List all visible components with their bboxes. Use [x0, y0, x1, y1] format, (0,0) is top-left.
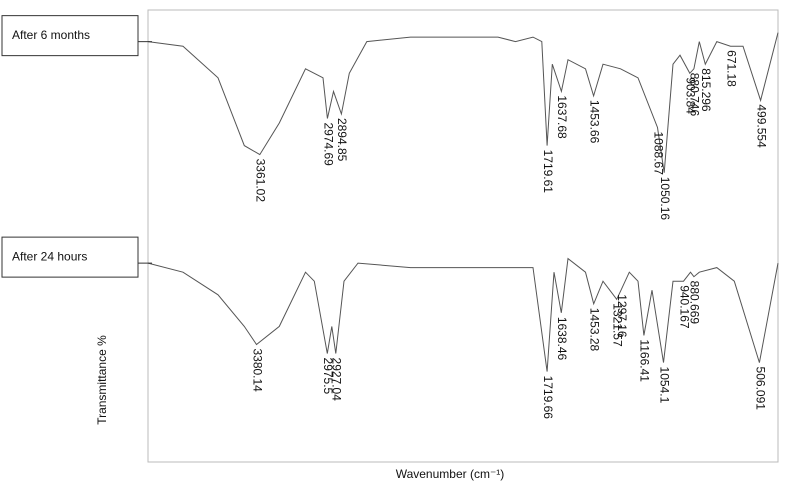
- spectrum-line: [147, 257, 779, 372]
- peak-label: 1453.28: [588, 308, 602, 352]
- peak-label: 1166.41: [638, 339, 652, 382]
- peak-label: 3361.02: [254, 159, 268, 203]
- spectrum-line: [147, 32, 779, 173]
- peak-label: 2974.69: [321, 122, 335, 166]
- peak-label: 1719.61: [541, 150, 555, 194]
- peak-label: 1050.16: [658, 177, 672, 221]
- peak-label: 880.669: [688, 281, 702, 325]
- peak-label: 1054.1: [657, 367, 671, 404]
- peak-label: 499.554: [754, 104, 768, 148]
- peak-label: 3380.14: [250, 348, 264, 392]
- legend-box: [1, 15, 139, 57]
- peak-label: 815.296: [699, 68, 713, 112]
- peak-label: 506.091: [753, 367, 767, 411]
- peak-label: 1638.46: [555, 317, 569, 361]
- peak-label: 1088.67: [651, 132, 665, 176]
- peak-label: 671.18: [724, 50, 738, 87]
- peak-label: 1719.66: [541, 376, 555, 420]
- y-axis-label: Transmittance %: [95, 335, 109, 425]
- peak-label: 1297.16: [615, 294, 629, 338]
- peak-label: 940.167: [677, 285, 691, 329]
- peak-label: 1321.57: [611, 303, 625, 347]
- peak-label: 2894.85: [335, 118, 349, 162]
- legend-label: After 6 months: [12, 28, 90, 42]
- peak-label: 903.84: [684, 77, 698, 114]
- peak-label: 2927.04: [330, 358, 344, 402]
- peak-label: 2975.5: [321, 358, 335, 395]
- plot-frame: [147, 9, 779, 463]
- peak-label: 880.746: [688, 73, 702, 117]
- legend-box: [1, 236, 139, 278]
- peak-label: 1637.68: [555, 95, 569, 139]
- legend-label: After 24 hours: [12, 249, 87, 263]
- peak-label: 1453.66: [587, 100, 601, 144]
- x-axis-label: Wavenumber (cm⁻¹): [396, 467, 505, 481]
